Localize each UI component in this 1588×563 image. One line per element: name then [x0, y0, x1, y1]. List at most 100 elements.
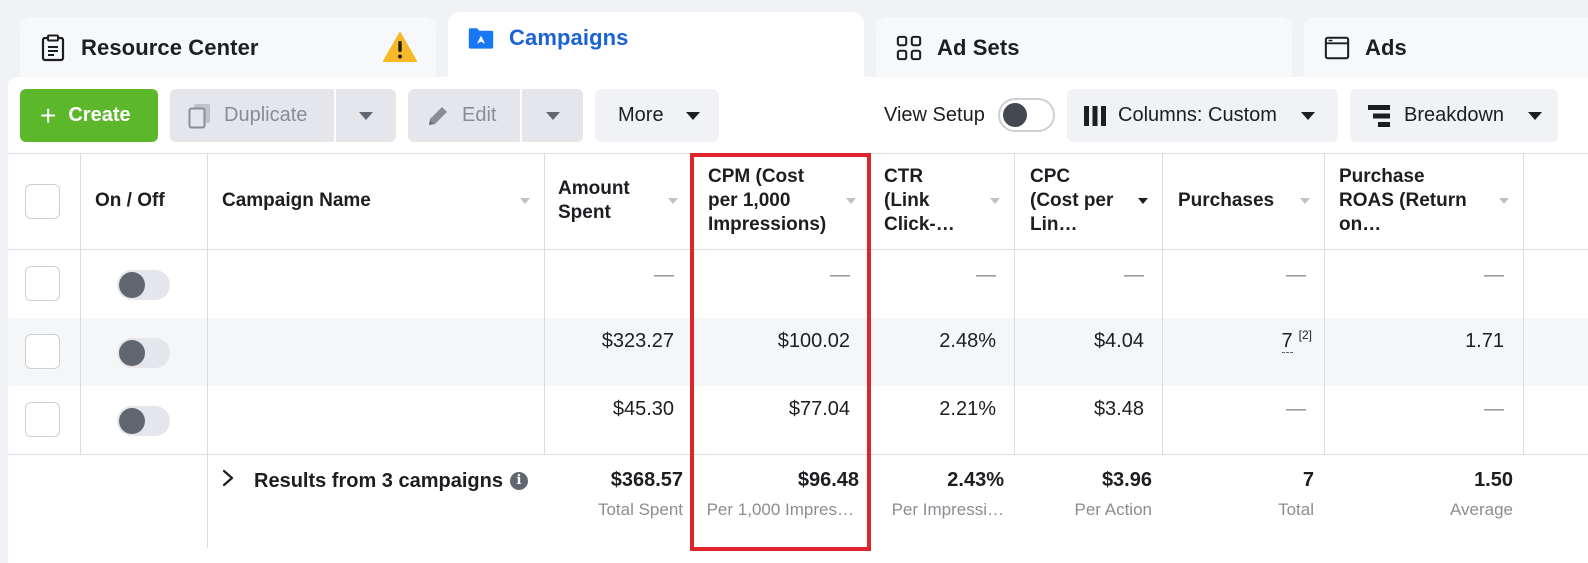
ctr-value: 2.21%: [939, 398, 996, 420]
amount-spent-value: $45.30: [612, 398, 674, 420]
window-icon: [1324, 35, 1350, 61]
campaign-toggle[interactable]: [117, 406, 170, 436]
column-header-on-off[interactable]: On / Off: [95, 153, 207, 249]
total-purchases: 7: [1302, 469, 1314, 491]
chevron-down-icon: [545, 111, 560, 120]
purchases-value: —: [1286, 398, 1306, 420]
total-purchase-roas: 1.50: [1474, 469, 1513, 491]
header-label: Purchases: [1178, 190, 1275, 211]
cpc-value: $3.48: [1093, 398, 1144, 420]
tab-label: Ad Sets: [937, 35, 1020, 60]
create-button[interactable]: + Create: [20, 89, 158, 142]
divider: [1162, 153, 1163, 454]
purchases-count[interactable]: 7: [1281, 330, 1293, 353]
columns-label: Columns: Custom: [1118, 104, 1277, 126]
toggle-knob: [119, 408, 145, 434]
row-checkbox[interactable]: [25, 266, 60, 301]
purchase-roas-value: 1.71: [1465, 330, 1504, 352]
clipboard-icon: [40, 34, 66, 62]
select-all-checkbox[interactable]: [25, 184, 60, 219]
view-setup-toggle[interactable]: [998, 98, 1055, 132]
duplicate-label: Duplicate: [224, 104, 308, 126]
duplicate-button[interactable]: Duplicate: [170, 89, 334, 142]
campaigns-panel: + Create Duplicate Edit More View Setup …: [8, 77, 1588, 563]
sort-icon[interactable]: [1300, 198, 1310, 204]
tab-label: Resource Center: [81, 35, 259, 60]
header-label: Campaign Name: [222, 190, 371, 211]
cpm-value: $77.04: [788, 398, 850, 420]
header-label: CTR (Link Click-…: [884, 166, 955, 235]
divider: [80, 153, 81, 454]
tab-campaigns[interactable]: Campaigns: [448, 12, 864, 82]
edit-button[interactable]: Edit: [408, 89, 520, 142]
column-header-campaign-name[interactable]: Campaign Name: [222, 153, 544, 249]
sort-icon[interactable]: [990, 198, 1000, 204]
column-header-ctr[interactable]: CTR (Link Click-…: [884, 153, 1014, 249]
total-purchase-roas-label: Average: [1449, 500, 1513, 519]
tab-ad-sets[interactable]: Ad Sets: [876, 17, 1292, 87]
sort-icon[interactable]: [1499, 198, 1509, 204]
breakdown-button[interactable]: Breakdown: [1350, 89, 1558, 142]
row-checkbox[interactable]: [25, 402, 60, 437]
results-summary[interactable]: Results from 3 campaigns i: [222, 469, 528, 493]
column-header-cpc[interactable]: CPC (Cost per Lin…: [1030, 153, 1162, 249]
edit-label: Edit: [462, 104, 497, 126]
ctr-value: —: [976, 264, 996, 286]
sort-icon[interactable]: [668, 198, 678, 204]
purchase-roas-value: —: [1484, 264, 1504, 286]
row-checkbox[interactable]: [25, 334, 60, 369]
total-amount-spent-label: Total Spent: [597, 500, 683, 519]
chevron-down-icon: [1300, 111, 1315, 120]
column-header-purchases[interactable]: Purchases: [1178, 153, 1324, 249]
divider: [8, 249, 1588, 250]
total-ctr: 2.43%: [947, 469, 1004, 491]
sort-icon[interactable]: [846, 198, 856, 204]
duplicate-dropdown[interactable]: [336, 89, 396, 142]
columns-button[interactable]: Columns: Custom: [1067, 89, 1338, 142]
sort-icon[interactable]: [1138, 198, 1148, 204]
campaign-toggle[interactable]: [117, 338, 170, 368]
amount-spent-value: $323.27: [601, 330, 674, 352]
divider: [1014, 153, 1015, 454]
pencil-icon: [426, 104, 450, 128]
total-cpm-label: Per 1,000 Impres…: [706, 500, 854, 519]
total-cpc-label: Per Action: [1074, 500, 1153, 519]
info-icon[interactable]: i: [509, 472, 528, 490]
column-header-purchase-roas[interactable]: Purchase ROAS (Return on…: [1339, 153, 1523, 249]
toggle-knob: [1003, 103, 1027, 127]
create-label: Create: [68, 104, 131, 126]
warning-icon: [382, 31, 418, 68]
purchases-footnote: [2]: [1298, 328, 1312, 342]
edit-dropdown[interactable]: [522, 89, 583, 142]
grid-icon: [896, 35, 922, 61]
divider: [207, 153, 208, 548]
column-header-cpm[interactable]: CPM (Cost per 1,000 Impressions): [708, 153, 870, 249]
campaign-toggle[interactable]: [117, 270, 170, 300]
breakdown-icon: [1368, 104, 1390, 127]
tab-label: Ads: [1365, 35, 1407, 60]
chevron-down-icon: [685, 111, 700, 120]
chevron-right-icon[interactable]: [222, 469, 234, 493]
amount-spent-value: —: [654, 264, 674, 286]
header-label: On / Off: [95, 190, 165, 211]
cpm-value: $100.02: [777, 330, 850, 352]
header-label: Purchase ROAS (Return on…: [1339, 166, 1467, 235]
ctr-value: 2.48%: [939, 330, 996, 352]
cpm-column-highlight: [690, 153, 871, 551]
total-cpc: $3.96: [1101, 469, 1152, 491]
tab-resource-center[interactable]: Resource Center: [20, 17, 436, 87]
sort-icon[interactable]: [520, 198, 530, 204]
more-button[interactable]: More: [595, 89, 719, 142]
column-header-amount-spent[interactable]: Amount Spent: [558, 153, 692, 249]
results-label: Results from 3 campaigns: [254, 469, 503, 492]
header-label: CPM (Cost per 1,000 Impressions): [708, 166, 827, 235]
chevron-down-icon: [359, 111, 373, 120]
total-amount-spent: $368.57: [610, 469, 683, 491]
view-setup-label: View Setup: [884, 104, 985, 126]
total-ctr-label: Per Impressi…: [891, 500, 1004, 519]
columns-icon: [1084, 105, 1106, 126]
tab-ads[interactable]: Ads: [1304, 17, 1588, 87]
total-purchases-label: Total: [1278, 500, 1314, 519]
total-cpm: $96.48: [797, 469, 859, 491]
purchases-value[interactable]: 7 [2]: [1281, 328, 1312, 353]
